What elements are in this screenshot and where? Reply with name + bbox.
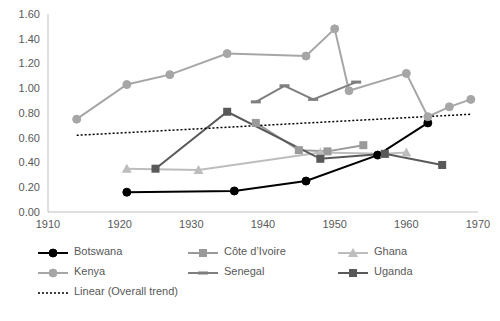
svg-text:1.20: 1.20: [19, 57, 40, 69]
html-text:Côte d’Ivoire: Côte d’Ivoire: [224, 245, 286, 258]
svg-text:1940: 1940: [251, 218, 275, 230]
html-text:Senegal: Senegal: [224, 265, 265, 278]
svg-text:0.00: 0.00: [19, 206, 40, 218]
svg-text:1.60: 1.60: [19, 8, 40, 20]
svg-text:1960: 1960: [394, 218, 418, 230]
svg-text:0.20: 0.20: [19, 181, 40, 193]
svg-text:1950: 1950: [322, 218, 346, 230]
html-text:Ghana: Ghana: [374, 245, 407, 258]
html-text:Uganda: Uganda: [374, 265, 413, 278]
svg-text:1.00: 1.00: [19, 82, 40, 94]
svg-text:1930: 1930: [179, 218, 203, 230]
svg-text:0.40: 0.40: [19, 156, 40, 168]
svg-text:1.40: 1.40: [19, 33, 40, 45]
html-text:Kenya: Kenya: [74, 265, 106, 278]
html-text:Linear (Overall trend): Linear (Overall trend): [74, 285, 178, 298]
html-text:Botswana: Botswana: [74, 245, 123, 258]
svg-text:1920: 1920: [107, 218, 131, 230]
svg-text:0.60: 0.60: [19, 132, 40, 144]
svg-text:0.80: 0.80: [19, 107, 40, 119]
svg-text:1910: 1910: [36, 218, 60, 230]
svg-text:1970: 1970: [466, 218, 490, 230]
